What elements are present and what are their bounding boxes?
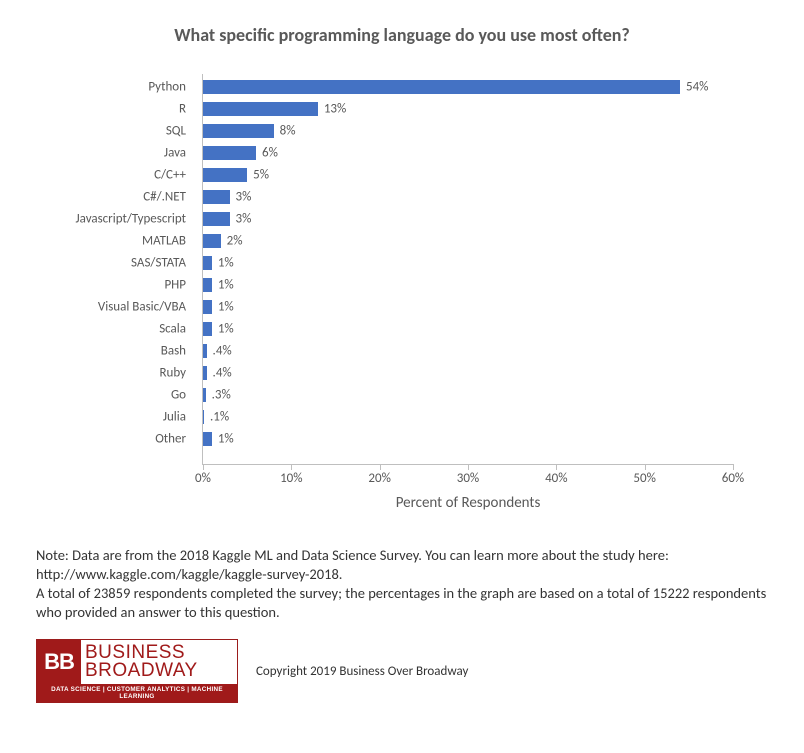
- copyright-text: Copyright 2019 Business Over Broadway: [256, 664, 468, 679]
- bar: .4%: [203, 366, 207, 380]
- bar-value-label: .3%: [212, 388, 231, 403]
- bar: 8%: [203, 124, 274, 138]
- bar: 13%: [203, 102, 318, 116]
- category-label: Javascript/Typescript: [36, 212, 186, 227]
- category-label: Other: [36, 432, 186, 447]
- bar-value-label: 54%: [686, 80, 708, 95]
- bar: .4%: [203, 344, 207, 358]
- bar: .3%: [203, 388, 206, 402]
- bar-value-label: 2%: [227, 234, 243, 249]
- logo: BB BUSINESS BROADWAY DATA SCIENCE | CUST…: [36, 639, 238, 703]
- bar: 1%: [203, 256, 212, 270]
- bar-value-label: 13%: [324, 102, 346, 117]
- x-tick-mark: [733, 464, 734, 470]
- bar-value-label: 3%: [236, 212, 252, 227]
- bar: 6%: [203, 146, 256, 160]
- bar-value-label: 1%: [218, 300, 234, 315]
- bar: 2%: [203, 234, 221, 248]
- x-tick-label: 60%: [722, 471, 744, 486]
- x-tick-mark: [468, 464, 469, 470]
- category-label: Python: [36, 80, 186, 95]
- category-label: Bash: [36, 344, 186, 359]
- chart-plot: Percent of Respondents 0%10%20%30%40%50%…: [202, 74, 733, 465]
- x-tick-mark: [291, 464, 292, 470]
- x-tick-label: 30%: [457, 471, 479, 486]
- bar-value-label: .4%: [213, 366, 232, 381]
- bar: 3%: [203, 212, 230, 226]
- bar-value-label: .1%: [210, 410, 229, 425]
- category-label: SQL: [36, 124, 186, 139]
- x-tick-mark: [380, 464, 381, 470]
- logo-bb-mark: BB: [37, 640, 81, 684]
- bar-value-label: 1%: [218, 256, 234, 271]
- x-tick-label: 0%: [195, 471, 211, 486]
- logo-line2: BROADWAY: [85, 662, 237, 680]
- bar-value-label: .4%: [213, 344, 232, 359]
- bar-value-label: 5%: [253, 168, 269, 183]
- bar: 5%: [203, 168, 247, 182]
- bar-value-label: 1%: [218, 432, 234, 447]
- chart-area: Percent of Respondents 0%10%20%30%40%50%…: [42, 74, 762, 504]
- logo-text: BUSINESS BROADWAY: [81, 640, 237, 684]
- bar: 54%: [203, 80, 680, 94]
- category-label: PHP: [36, 278, 186, 293]
- x-tick-label: 40%: [545, 471, 567, 486]
- bar: 3%: [203, 190, 230, 204]
- category-label: Ruby: [36, 366, 186, 381]
- bar: .1%: [203, 410, 204, 424]
- page-root: What specific programming language do yo…: [0, 0, 804, 753]
- category-label: Julia: [36, 410, 186, 425]
- x-tick-label: 50%: [633, 471, 655, 486]
- footer: BB BUSINESS BROADWAY DATA SCIENCE | CUST…: [36, 639, 768, 703]
- bar: 1%: [203, 278, 212, 292]
- x-tick-mark: [203, 464, 204, 470]
- category-label: R: [36, 102, 186, 117]
- chart-title: What specific programming language do yo…: [36, 24, 768, 46]
- category-label: Java: [36, 146, 186, 161]
- bar-value-label: 1%: [218, 322, 234, 337]
- x-tick-label: 10%: [280, 471, 302, 486]
- category-label: MATLAB: [36, 234, 186, 249]
- category-label: Scala: [36, 322, 186, 337]
- logo-tagline: DATA SCIENCE | CUSTOMER ANALYTICS | MACH…: [37, 684, 237, 702]
- category-label: Go: [36, 388, 186, 403]
- bar: 1%: [203, 432, 212, 446]
- x-tick-mark: [556, 464, 557, 470]
- note-line-1: Note: Data are from the 2018 Kaggle ML a…: [36, 546, 768, 584]
- bar: 1%: [203, 322, 212, 336]
- chart-note: Note: Data are from the 2018 Kaggle ML a…: [36, 546, 768, 621]
- category-label: Visual Basic/VBA: [36, 300, 186, 315]
- note-line-2: A total of 23859 respondents completed t…: [36, 584, 768, 622]
- x-tick-mark: [645, 464, 646, 470]
- x-tick-label: 20%: [368, 471, 390, 486]
- bar: 1%: [203, 300, 212, 314]
- bar-value-label: 1%: [218, 278, 234, 293]
- category-label: C/C++: [36, 168, 186, 183]
- bar-value-label: 6%: [262, 146, 278, 161]
- x-axis-title: Percent of Respondents: [396, 494, 541, 512]
- category-label: SAS/STATA: [36, 256, 186, 271]
- category-label: C#/.NET: [36, 190, 186, 205]
- bar-value-label: 8%: [280, 124, 296, 139]
- bar-value-label: 3%: [236, 190, 252, 205]
- logo-top: BB BUSINESS BROADWAY: [37, 640, 237, 684]
